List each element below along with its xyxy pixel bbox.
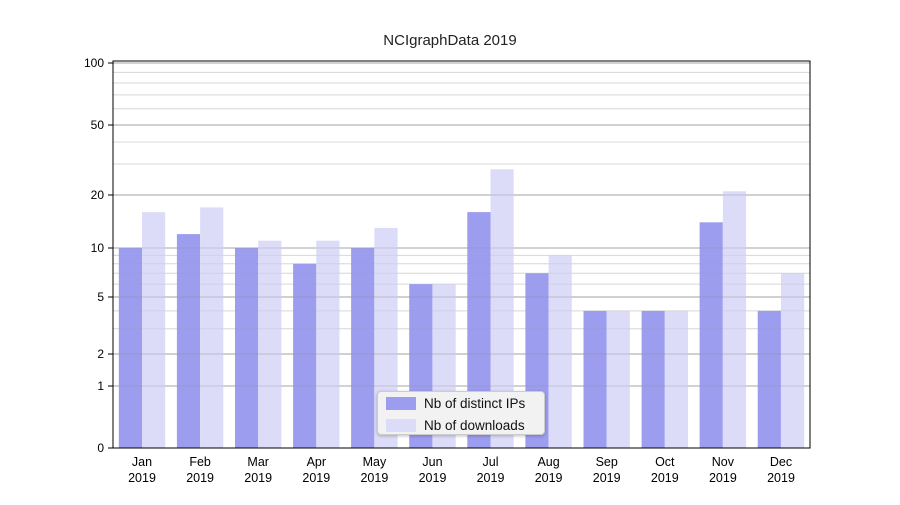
svg-text:20: 20 [91,188,105,202]
svg-text:2019: 2019 [244,471,272,485]
svg-text:2019: 2019 [593,471,621,485]
svg-text:Mar: Mar [247,455,269,469]
svg-text:2019: 2019 [419,471,447,485]
svg-text:2019: 2019 [128,471,156,485]
svg-text:May: May [363,455,387,469]
svg-text:Jul: Jul [483,455,499,469]
svg-text:Apr: Apr [307,455,326,469]
svg-text:Oct: Oct [655,455,675,469]
svg-text:2019: 2019 [360,471,388,485]
svg-text:2019: 2019 [767,471,795,485]
svg-text:1: 1 [97,379,104,393]
svg-text:10: 10 [91,241,105,255]
svg-text:2019: 2019 [477,471,505,485]
svg-text:Aug: Aug [537,455,559,469]
svg-text:2: 2 [97,347,104,361]
svg-text:2019: 2019 [302,471,330,485]
svg-text:5: 5 [97,290,104,304]
svg-text:0: 0 [97,441,104,455]
svg-text:Nov: Nov [712,455,735,469]
svg-text:Jan: Jan [132,455,152,469]
svg-text:2019: 2019 [651,471,679,485]
svg-text:50: 50 [91,118,105,132]
svg-text:Sep: Sep [596,455,618,469]
svg-text:Dec: Dec [770,455,792,469]
svg-text:100: 100 [84,56,104,70]
svg-text:2019: 2019 [709,471,737,485]
svg-text:2019: 2019 [186,471,214,485]
svg-text:Feb: Feb [189,455,211,469]
svg-text:2019: 2019 [535,471,563,485]
svg-text:Jun: Jun [422,455,442,469]
